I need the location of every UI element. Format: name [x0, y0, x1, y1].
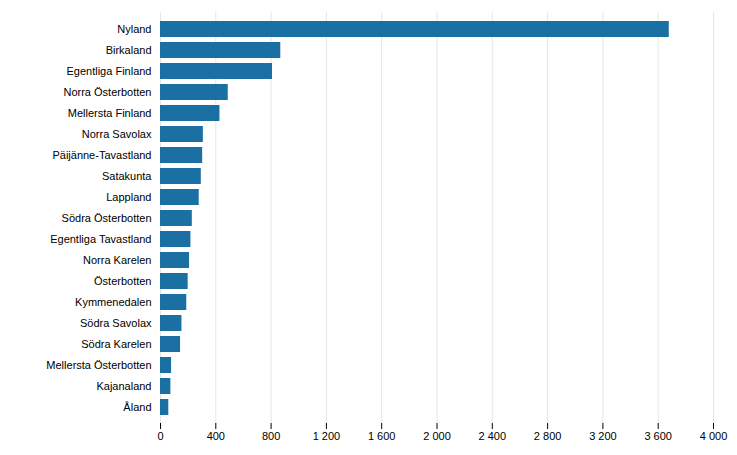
svg-text:Åland: Åland	[123, 401, 151, 413]
svg-text:Södra Österbotten: Södra Österbotten	[62, 212, 152, 224]
svg-text:3 600: 3 600	[644, 430, 672, 442]
svg-text:Kymmenedalen: Kymmenedalen	[75, 296, 151, 308]
svg-text:Egentliga Finland: Egentliga Finland	[66, 65, 151, 77]
svg-text:Birkaland: Birkaland	[106, 44, 152, 56]
svg-text:2 000: 2 000	[423, 430, 451, 442]
svg-text:Södra Karelen: Södra Karelen	[81, 338, 151, 350]
svg-text:Satakunta: Satakunta	[102, 170, 152, 182]
svg-text:Kajanaland: Kajanaland	[96, 380, 151, 392]
svg-text:Norra Savolax: Norra Savolax	[82, 128, 152, 140]
svg-text:Egentliga Tavastland: Egentliga Tavastland	[50, 233, 151, 245]
svg-text:4 000: 4 000	[700, 430, 728, 442]
svg-text:400: 400	[207, 430, 225, 442]
svg-text:2 400: 2 400	[479, 430, 507, 442]
svg-text:Mellersta Finland: Mellersta Finland	[68, 107, 152, 119]
svg-text:1 600: 1 600	[368, 430, 396, 442]
svg-text:1 200: 1 200	[313, 430, 341, 442]
svg-text:Päijänne-Tavastland: Päijänne-Tavastland	[52, 149, 151, 161]
svg-text:Nyland: Nyland	[117, 23, 151, 35]
svg-text:Norra Karelen: Norra Karelen	[83, 254, 151, 266]
svg-text:2 800: 2 800	[534, 430, 562, 442]
svg-text:0: 0	[157, 430, 163, 442]
svg-text:800: 800	[262, 430, 280, 442]
svg-text:Norra Österbotten: Norra Österbotten	[63, 86, 151, 98]
svg-text:Österbotten: Österbotten	[94, 275, 151, 287]
svg-text:Södra Savolax: Södra Savolax	[80, 317, 152, 329]
svg-text:3 200: 3 200	[589, 430, 617, 442]
svg-text:Mellersta Österbotten: Mellersta Österbotten	[46, 359, 151, 371]
svg-text:Lappland: Lappland	[106, 191, 151, 203]
